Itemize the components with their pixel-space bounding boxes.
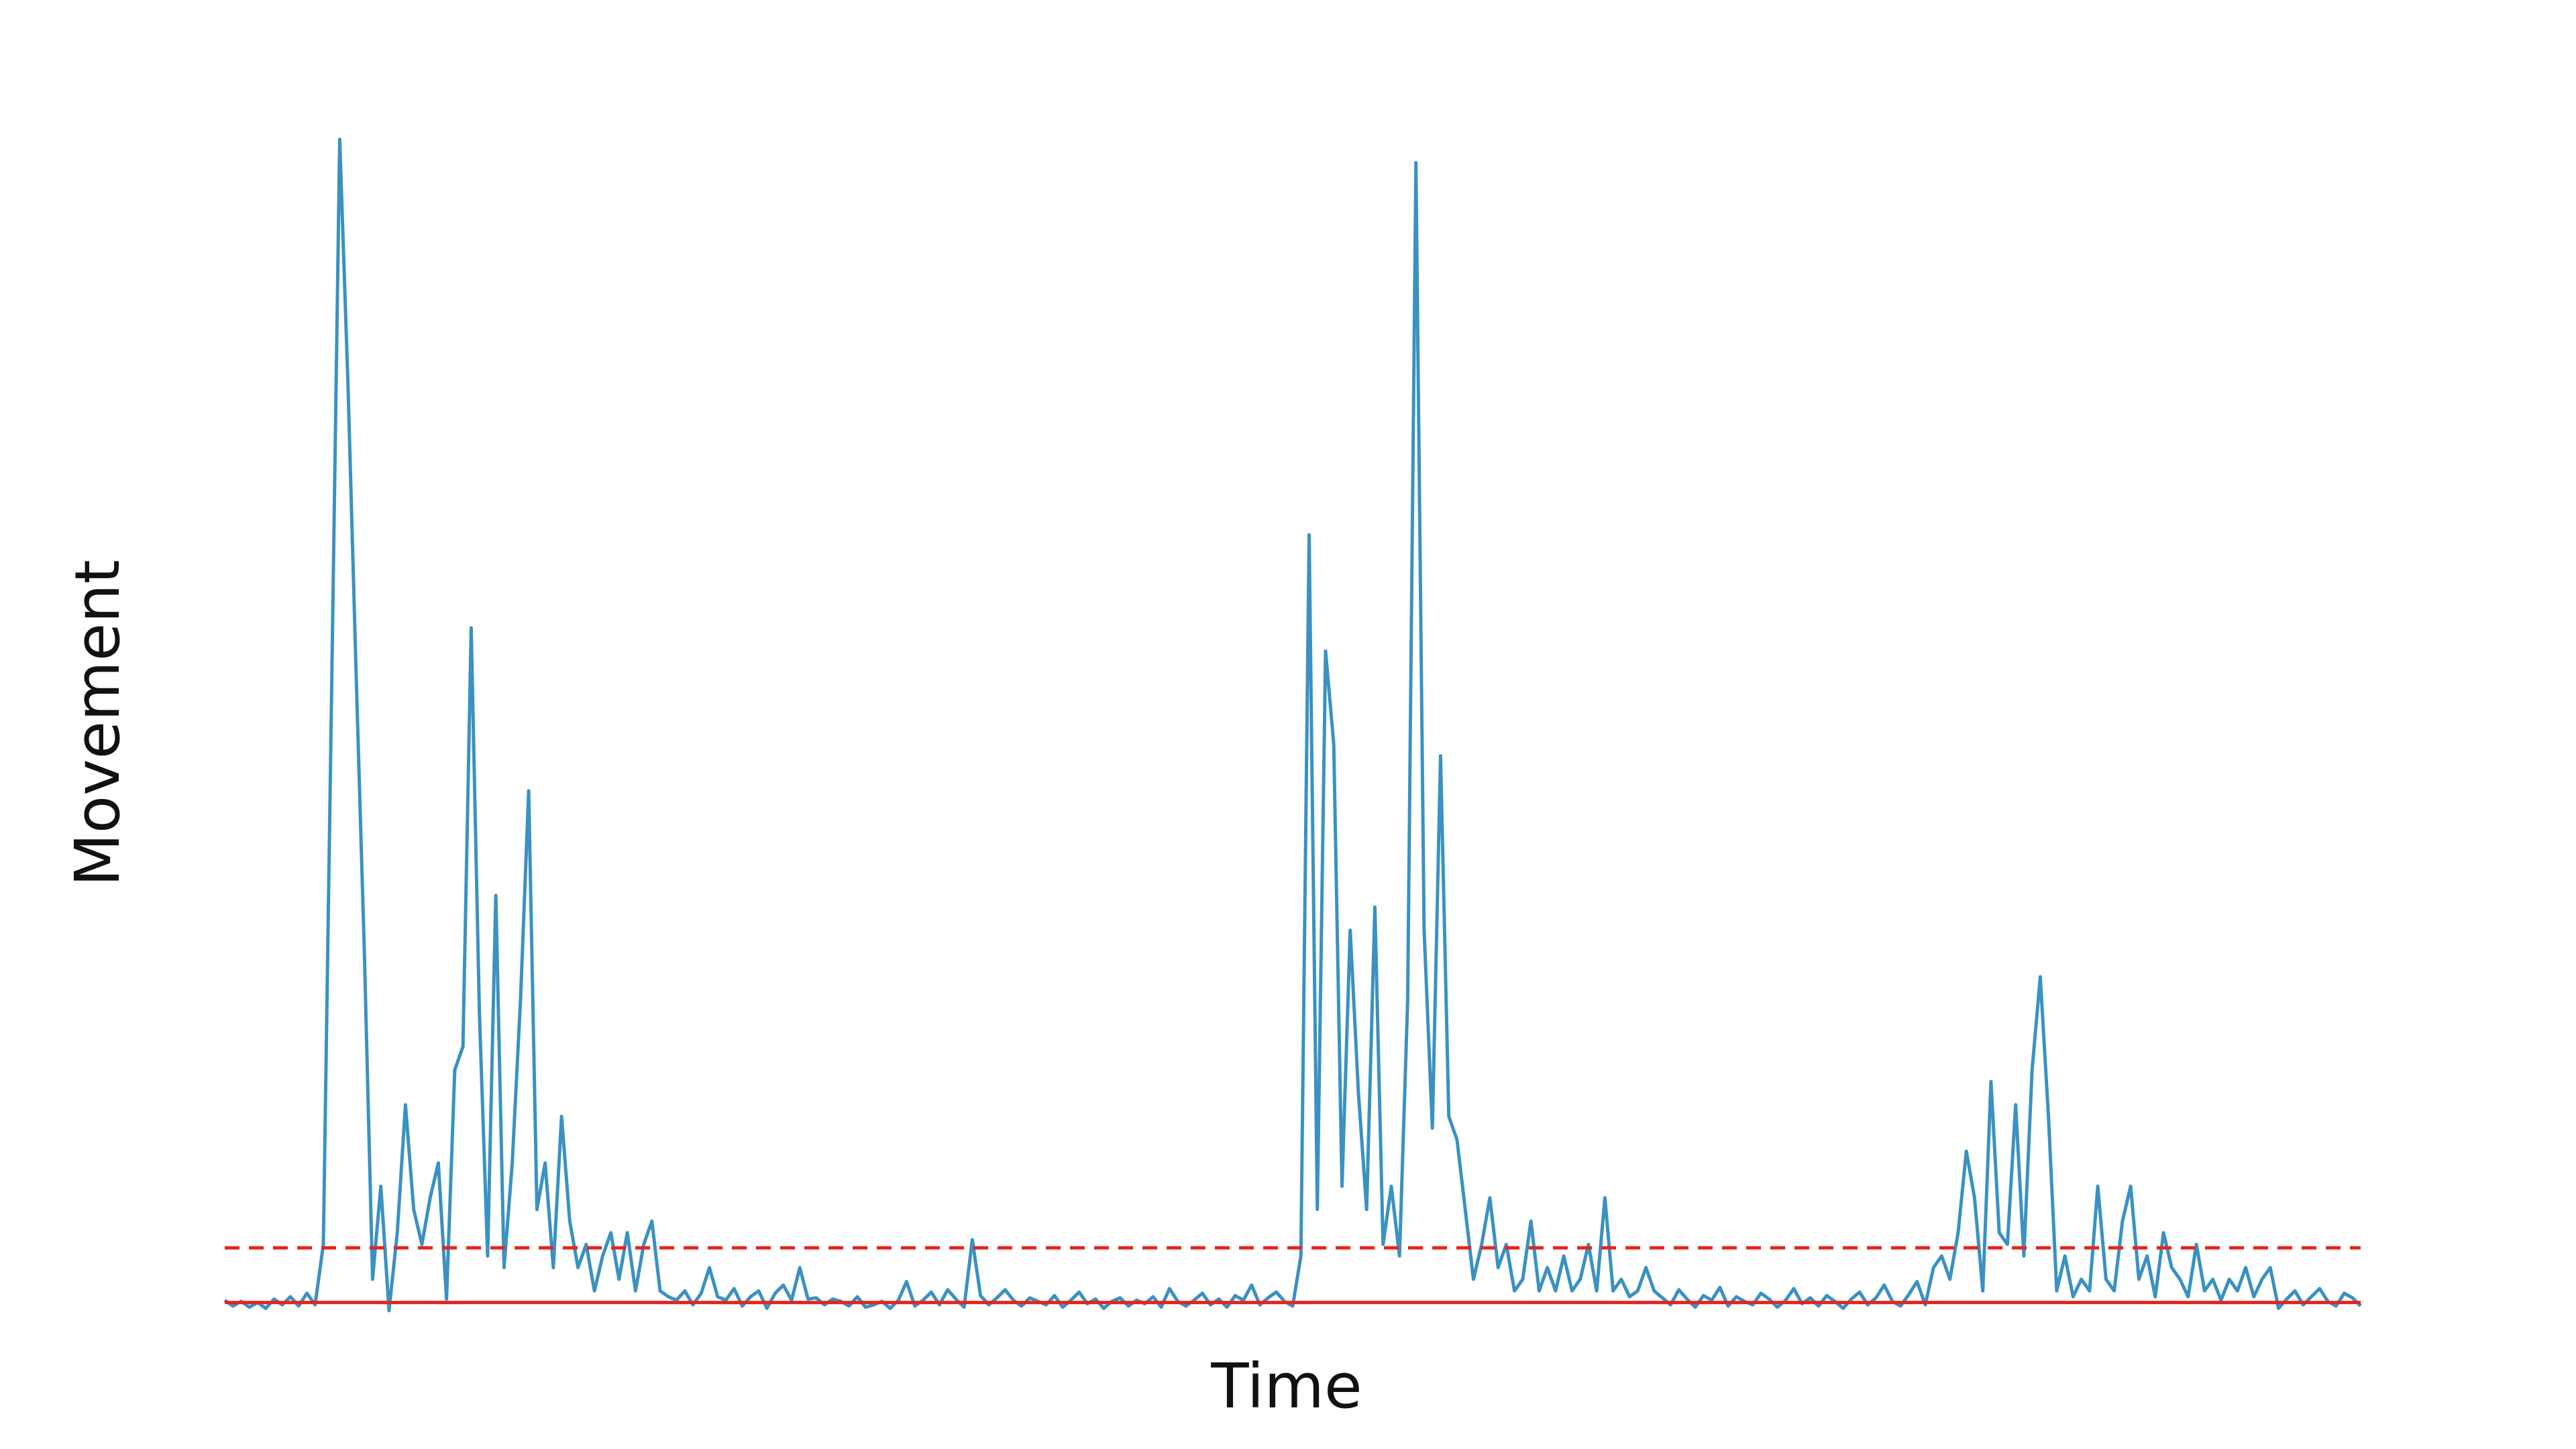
- y-axis-label: Movement: [62, 559, 133, 886]
- data-line: [223, 138, 2362, 1313]
- x-axis-label: Time: [1210, 1350, 1362, 1422]
